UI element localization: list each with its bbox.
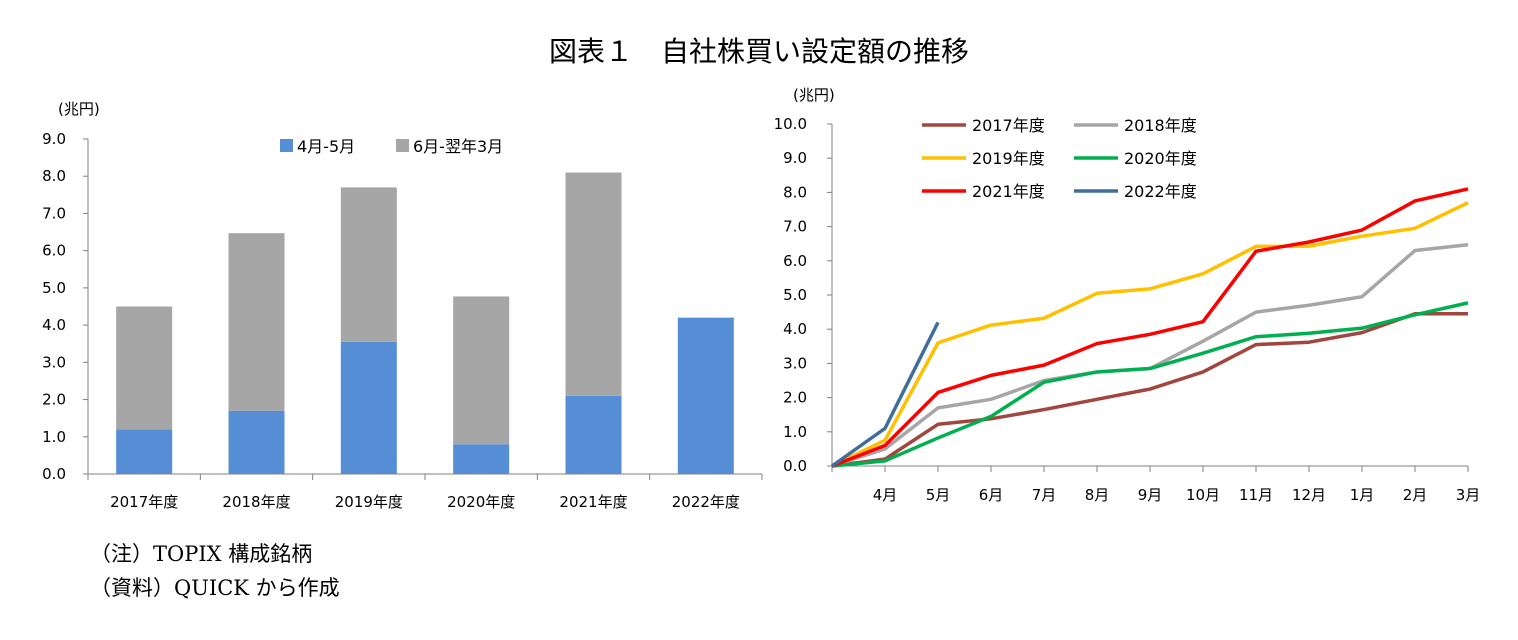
bar-jun-mar [453, 296, 510, 445]
x-tick-label: 10月 [1186, 486, 1220, 504]
y-unit-label: (兆円) [58, 100, 100, 118]
y-tick-label: 9.0 [42, 130, 66, 148]
bar-apr-may [228, 410, 285, 474]
x-tick-label: 9月 [1138, 486, 1163, 504]
legend-label: 2017年度 [972, 116, 1045, 135]
series-line-2017 [831, 312, 1468, 468]
x-tick-label: 4月 [873, 486, 898, 504]
bar-apr-may [565, 395, 622, 474]
notes: （注）TOPIX 構成銘柄 （資料）QUICK から作成 [90, 537, 340, 605]
y-tick-label: 0.0 [42, 465, 66, 483]
x-tick-label: 7月 [1032, 486, 1057, 504]
y-tick-label: 2.0 [783, 389, 807, 407]
series-line-2021 [831, 187, 1469, 468]
legend-label: 2021年度 [972, 182, 1045, 201]
y-tick-label: 4.0 [42, 316, 66, 334]
y-tick-label: 4.0 [783, 320, 807, 338]
y-tick-label: 5.0 [42, 279, 66, 297]
x-tick-label: 12月 [1292, 486, 1326, 504]
x-tick-label: 5月 [926, 486, 951, 504]
y-tick-label: 5.0 [783, 286, 807, 304]
y-tick-label: 0.0 [783, 457, 807, 475]
y-unit-label: (兆円) [793, 86, 835, 104]
y-tick-label: 7.0 [783, 218, 807, 236]
x-tick-label: 3月 [1456, 486, 1481, 504]
series-line-2022 [830, 321, 940, 468]
series-line-2020 [831, 301, 1469, 468]
cumulative-line-chart: (兆円) 0.0 1.0 2.0 3.0 4.0 5.0 6.0 7.0 8.0 9.0 10.0 4月… [774, 86, 1481, 504]
x-tick-label: 2021年度 [559, 493, 627, 511]
legend-swatch [280, 139, 293, 152]
bar-jun-mar [565, 172, 622, 396]
legend-label: 2022年度 [1124, 182, 1197, 201]
x-tick-label: 2020年度 [447, 493, 515, 511]
bar-jun-mar [340, 187, 397, 342]
x-tick-label: 1月 [1350, 486, 1375, 504]
y-tick-label: 8.0 [42, 167, 66, 185]
y-tick-label: 2.0 [42, 391, 66, 409]
series-line-2019 [831, 201, 1469, 468]
legend-label: 2020年度 [1124, 149, 1197, 168]
y-tick-label: 6.0 [783, 252, 807, 270]
x-tick-label: 6月 [979, 486, 1004, 504]
y-tick-label: 8.0 [783, 183, 807, 201]
legend-label: 6月-翌年3月 [413, 137, 503, 156]
stacked-bar-chart: (兆円) 0.0 1.0 2.0 3.0 4.0 5.0 6.0 7.0 8.0 9.0 2017年度… [42, 100, 763, 511]
bar-jun-mar [116, 306, 173, 430]
y-tick-label: 10.0 [774, 115, 807, 133]
y-tick-label: 7.0 [42, 204, 66, 222]
x-tick-label: 2018年度 [222, 493, 290, 511]
y-tick-label: 9.0 [783, 149, 807, 167]
bar-apr-may [453, 444, 510, 474]
legend-label: 4月-5月 [297, 137, 355, 156]
bar-apr-may [116, 429, 173, 474]
bar-apr-may [340, 341, 397, 474]
bar-jun-mar [228, 233, 285, 411]
y-tick-label: 1.0 [42, 428, 66, 446]
y-tick-label: 1.0 [783, 423, 807, 441]
x-tick-label: 2月 [1403, 486, 1428, 504]
x-tick-label: 2019年度 [335, 493, 403, 511]
y-tick-label: 3.0 [42, 353, 66, 371]
x-tick-label: 2022年度 [672, 493, 740, 511]
x-tick-label: 2017年度 [110, 493, 178, 511]
page-title: 図表１ 自社株買い設定額の推移 [548, 35, 969, 68]
x-tick-label: 8月 [1085, 486, 1110, 504]
y-tick-label: 6.0 [42, 242, 66, 260]
legend-swatch [396, 139, 409, 152]
legend-label: 2018年度 [1124, 116, 1197, 135]
x-tick-label: 11月 [1239, 486, 1273, 504]
note-line-1: （注）TOPIX 構成銘柄 [90, 542, 313, 566]
bar-apr-may [677, 317, 734, 474]
y-tick-label: 3.0 [783, 354, 807, 372]
legend-label: 2019年度 [972, 149, 1045, 168]
note-line-2: （資料）QUICK から作成 [90, 576, 340, 600]
